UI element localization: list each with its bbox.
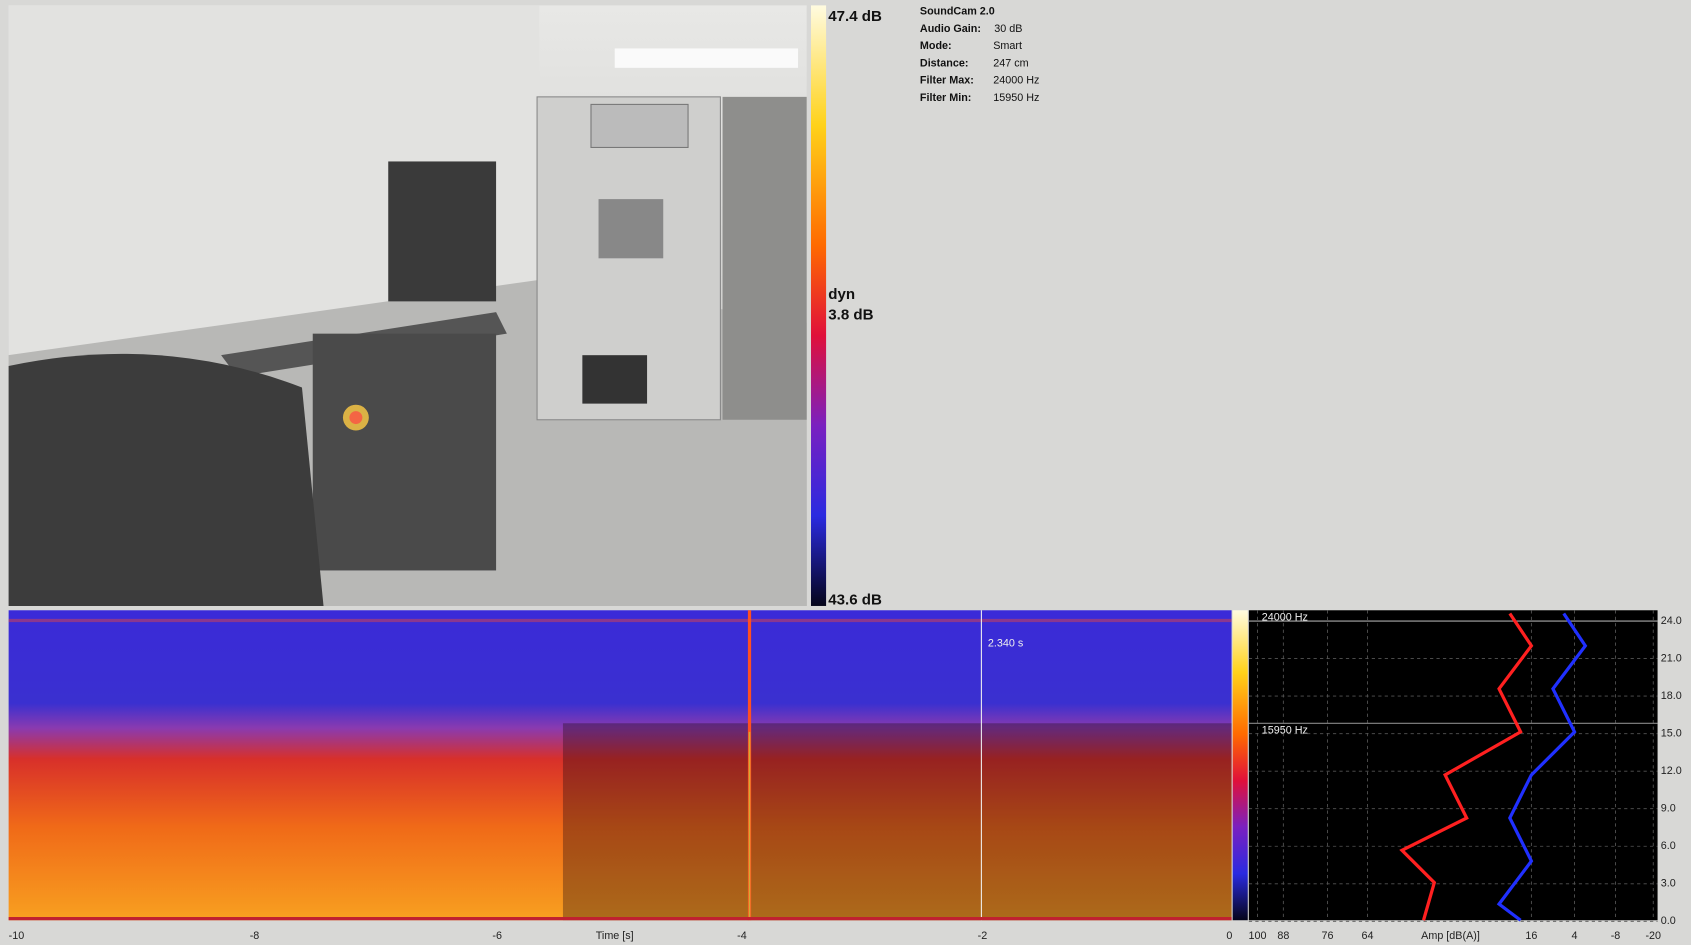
info-label: Distance: — [920, 57, 969, 69]
freq-tick-label: 6.0 — [1661, 840, 1676, 852]
freq-tick-label: 12.0 — [1661, 765, 1682, 777]
info-label: Audio Gain: — [920, 23, 981, 35]
info-label: Filter Min: — [920, 92, 971, 104]
colorbar-dyn: 3.8 dB — [828, 306, 873, 323]
freq-min: 15950 Hz — [1262, 725, 1308, 737]
info-label: Mode: — [920, 40, 952, 52]
info-value: 30 dB — [994, 23, 1022, 35]
amp-tick-label: 16 — [1525, 930, 1537, 942]
time-tick-label: -10 — [9, 930, 25, 942]
amp-tick-label: -8 — [1611, 930, 1621, 942]
soundcam-window: 47.4 dB dyn 3.8 dB 43.6 dB SoundCam 2.0 … — [0, 0, 1691, 945]
colorbar — [811, 5, 826, 606]
freq-max: 24000 Hz — [1262, 612, 1308, 624]
info-panel: Audio Gain: 30 dB Mode: Smart Distance: 247 c… — [920, 23, 1039, 104]
freq-tick-label: 9.0 — [1661, 803, 1676, 815]
time-tick-label: 0 — [1226, 930, 1232, 942]
colorbar-min: 43.6 dB — [828, 592, 882, 609]
freq-tick-label: 24.0 — [1661, 615, 1682, 627]
time-tick-label: -8 — [250, 930, 260, 942]
amp-tick-label: -20 — [1645, 930, 1661, 942]
freq-tick-label: 21.0 — [1661, 652, 1682, 664]
colorbar-dyn-label: dyn — [828, 286, 855, 303]
cursor-time: 2.340 s — [988, 637, 1023, 649]
camera-view — [9, 5, 807, 606]
info-label: Filter Max: — [920, 75, 974, 87]
info-title: SoundCam 2.0 — [920, 6, 995, 18]
amp-tick-label: 88 — [1277, 930, 1289, 942]
info-value: Smart — [993, 40, 1022, 52]
time-tick-label: -2 — [978, 930, 988, 942]
freq-tick-label: 0.0 — [1661, 915, 1676, 927]
spectrum-panel — [1249, 610, 1658, 921]
time-tick-label: -4 — [737, 930, 747, 942]
amp-tick-label: 76 — [1322, 930, 1334, 942]
freq-tick-label: 3.0 — [1661, 878, 1676, 890]
info-value: 15950 Hz — [993, 92, 1039, 104]
time-axis-label: Time [s] — [596, 930, 634, 942]
time-tick-label: -6 — [492, 930, 502, 942]
amp-tick-label: 4 — [1572, 930, 1578, 942]
amp-tick-label: 64 — [1361, 930, 1373, 942]
colorbar-max: 47.4 dB — [828, 8, 882, 25]
freq-tick-label: 18.0 — [1661, 690, 1682, 702]
info-value: 24000 Hz — [993, 75, 1039, 87]
freq-tick-label: 15.0 — [1661, 727, 1682, 739]
spectrogram — [9, 610, 1232, 920]
amp-tick-label: 100 — [1248, 930, 1266, 942]
spectrum-colorbar — [1233, 610, 1248, 920]
amp-axis-label: Amp [dB(A)] — [1421, 930, 1480, 942]
info-value: 247 cm — [993, 57, 1028, 69]
